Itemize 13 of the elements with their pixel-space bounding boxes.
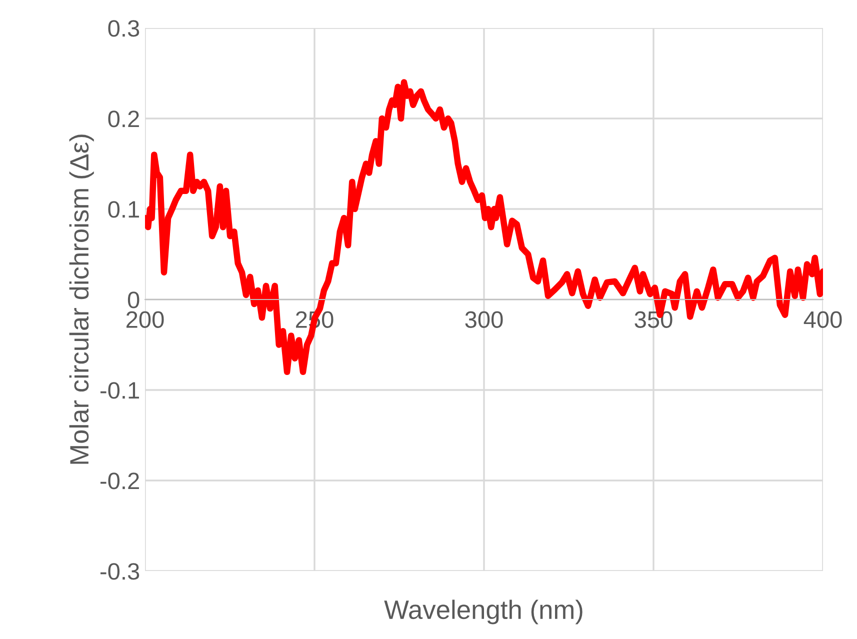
y-tick-label: 0 [128, 292, 140, 308]
y-axis-title: Molar circular dichroism (Δε) [69, 134, 94, 464]
x-tick-label: 200 [126, 311, 164, 328]
y-tick-label: 0.3 [108, 20, 140, 37]
y-tick-label: 0.1 [108, 201, 139, 218]
x-tick-label: 400 [804, 311, 842, 328]
y-tick-label: 0.2 [108, 110, 139, 128]
x-tick-label: 300 [465, 311, 503, 328]
y-tick-label: -0.2 [100, 472, 139, 490]
y-tick-label: -0.3 [100, 563, 140, 580]
x-axis-title: Wavelength (nm) [384, 600, 582, 624]
y-tick-label: -0.1 [100, 382, 139, 399]
x-tick-label: 350 [634, 311, 672, 328]
